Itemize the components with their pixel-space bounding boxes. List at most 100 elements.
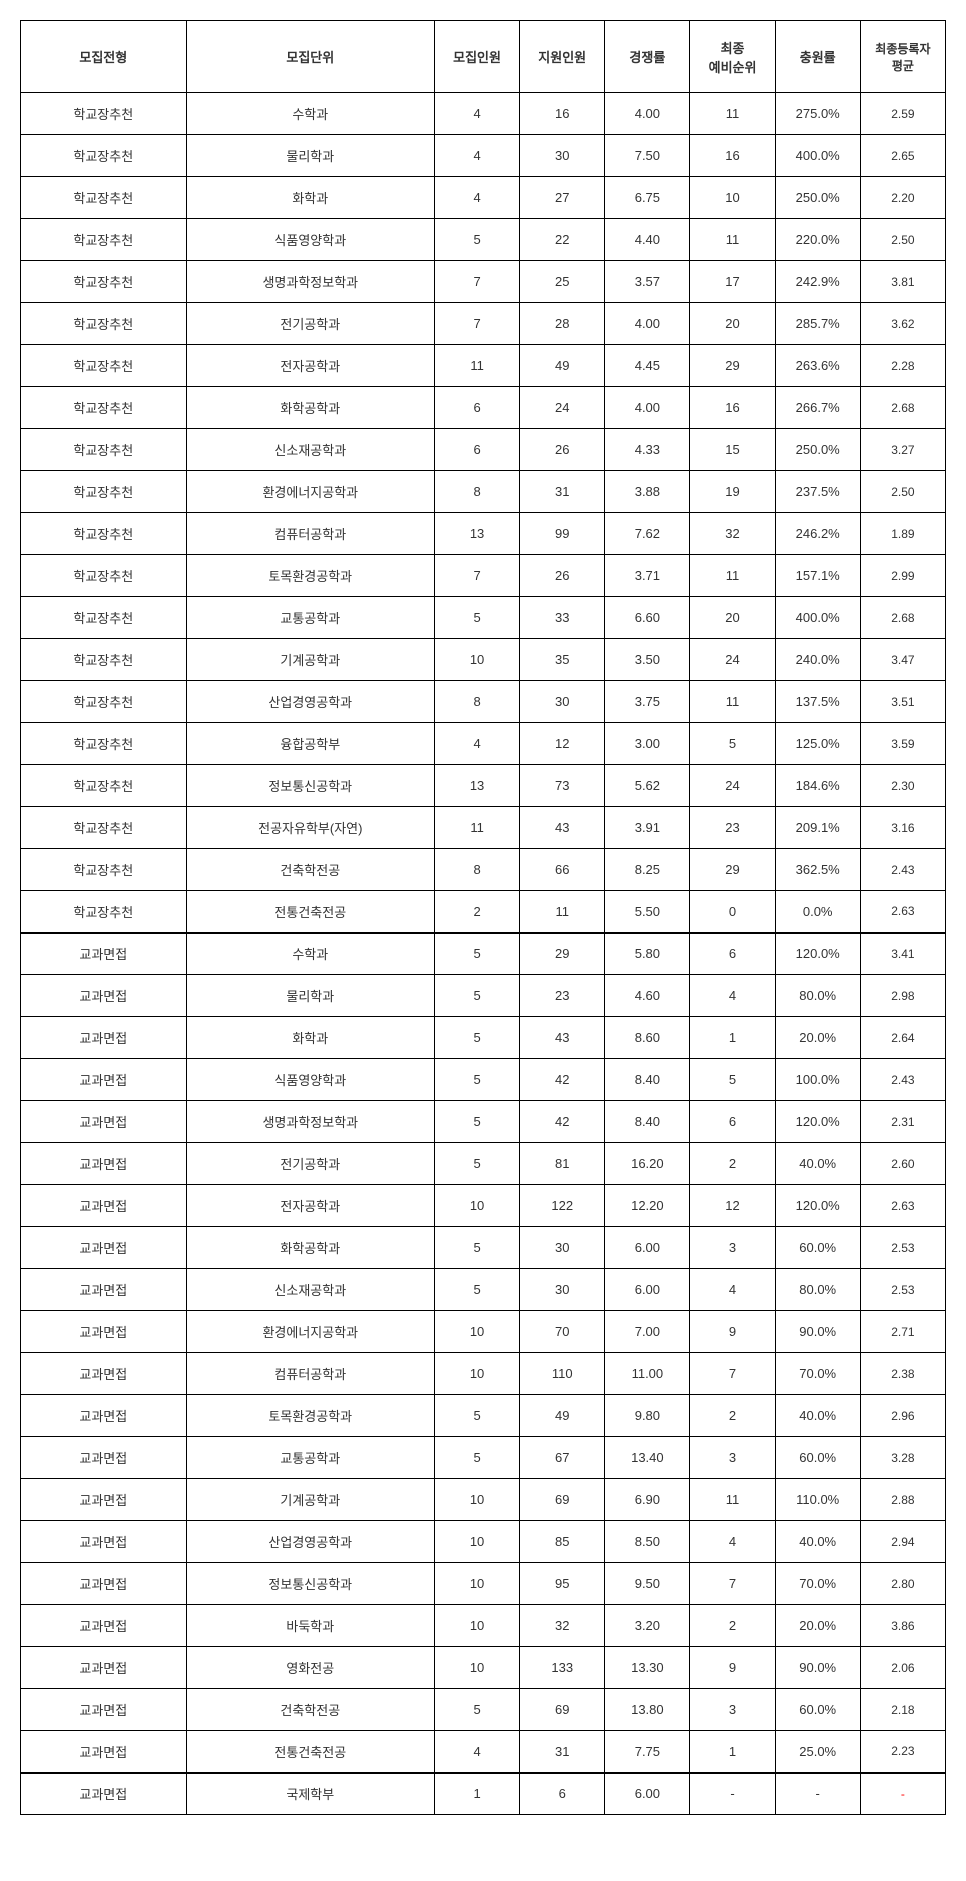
cell-type: 교과면접 [21,1101,187,1143]
cell-recruit: 1 [434,1773,519,1815]
cell-unit: 전통건축전공 [186,1731,434,1773]
cell-fill: 266.7% [775,387,860,429]
cell-fill: 157.1% [775,555,860,597]
cell-apply: 30 [520,681,605,723]
table-row: 교과면접영화전공1013313.30990.0%2.06 [21,1647,946,1689]
cell-fill: 275.0% [775,93,860,135]
cell-rank: 11 [690,555,775,597]
col-header-apply: 지원인원 [520,21,605,93]
table-row: 교과면접기계공학과10696.9011110.0%2.88 [21,1479,946,1521]
cell-apply: 6 [520,1773,605,1815]
cell-avg: 2.43 [860,1059,945,1101]
cell-recruit: 5 [434,975,519,1017]
cell-ratio: 3.88 [605,471,690,513]
cell-avg: 2.80 [860,1563,945,1605]
cell-type: 학교장추천 [21,345,187,387]
cell-ratio: 3.20 [605,1605,690,1647]
cell-recruit: 5 [434,1269,519,1311]
cell-fill: 60.0% [775,1689,860,1731]
cell-ratio: 16.20 [605,1143,690,1185]
cell-type: 학교장추천 [21,723,187,765]
table-row: 학교장추천화학과4276.7510250.0%2.20 [21,177,946,219]
cell-unit: 화학공학과 [186,1227,434,1269]
cell-fill: 400.0% [775,135,860,177]
cell-unit: 영화전공 [186,1647,434,1689]
cell-rank: 5 [690,723,775,765]
cell-recruit: 7 [434,555,519,597]
cell-type: 학교장추천 [21,135,187,177]
cell-apply: 133 [520,1647,605,1689]
table-row: 교과면접생명과학정보학과5428.406120.0%2.31 [21,1101,946,1143]
cell-rank: 3 [690,1437,775,1479]
cell-unit: 교통공학과 [186,1437,434,1479]
cell-ratio: 7.62 [605,513,690,555]
cell-unit: 기계공학과 [186,639,434,681]
table-row: 학교장추천전기공학과7284.0020285.7%3.62 [21,303,946,345]
cell-recruit: 10 [434,1563,519,1605]
table-row: 교과면접토목환경공학과5499.80240.0%2.96 [21,1395,946,1437]
cell-avg: 2.94 [860,1521,945,1563]
cell-avg: 2.31 [860,1101,945,1143]
cell-type: 교과면접 [21,1395,187,1437]
cell-ratio: 13.40 [605,1437,690,1479]
cell-type: 교과면접 [21,1017,187,1059]
table-row: 교과면접환경에너지공학과10707.00990.0%2.71 [21,1311,946,1353]
cell-unit: 화학과 [186,1017,434,1059]
cell-unit: 전기공학과 [186,1143,434,1185]
cell-recruit: 6 [434,429,519,471]
cell-avg: 2.88 [860,1479,945,1521]
cell-apply: 31 [520,1731,605,1773]
cell-fill: 20.0% [775,1605,860,1647]
cell-fill: - [775,1773,860,1815]
cell-type: 학교장추천 [21,555,187,597]
cell-apply: 85 [520,1521,605,1563]
cell-ratio: 7.50 [605,135,690,177]
cell-recruit: 4 [434,135,519,177]
table-row: 학교장추천환경에너지공학과8313.8819237.5%2.50 [21,471,946,513]
cell-type: 교과면접 [21,1479,187,1521]
cell-apply: 26 [520,429,605,471]
cell-apply: 42 [520,1101,605,1143]
table-row: 학교장추천교통공학과5336.6020400.0%2.68 [21,597,946,639]
cell-rank: 11 [690,219,775,261]
table-row: 교과면접교통공학과56713.40360.0%3.28 [21,1437,946,1479]
cell-type: 학교장추천 [21,513,187,555]
table-row: 학교장추천물리학과4307.5016400.0%2.65 [21,135,946,177]
cell-rank: 9 [690,1311,775,1353]
cell-avg: 2.43 [860,849,945,891]
cell-apply: 23 [520,975,605,1017]
cell-unit: 식품영양학과 [186,1059,434,1101]
cell-avg: 3.59 [860,723,945,765]
cell-apply: 122 [520,1185,605,1227]
cell-unit: 정보통신공학과 [186,1563,434,1605]
cell-type: 학교장추천 [21,219,187,261]
cell-recruit: 5 [434,1227,519,1269]
table-row: 학교장추천전자공학과11494.4529263.6%2.28 [21,345,946,387]
cell-rank: 17 [690,261,775,303]
table-row: 학교장추천수학과4164.0011275.0%2.59 [21,93,946,135]
cell-rank: 4 [690,1521,775,1563]
cell-rank: 29 [690,849,775,891]
table-row: 교과면접화학공학과5306.00360.0%2.53 [21,1227,946,1269]
table-row: 교과면접식품영양학과5428.405100.0%2.43 [21,1059,946,1101]
cell-ratio: 6.00 [605,1269,690,1311]
cell-apply: 99 [520,513,605,555]
cell-rank: 16 [690,387,775,429]
table-row: 학교장추천전통건축전공2115.5000.0%2.63 [21,891,946,933]
cell-avg: 3.62 [860,303,945,345]
cell-avg: 2.20 [860,177,945,219]
cell-ratio: 8.25 [605,849,690,891]
cell-fill: 237.5% [775,471,860,513]
cell-recruit: 10 [434,1647,519,1689]
cell-avg: 3.81 [860,261,945,303]
cell-recruit: 10 [434,1521,519,1563]
cell-unit: 기계공학과 [186,1479,434,1521]
cell-rank: 10 [690,177,775,219]
cell-unit: 생명과학정보학과 [186,261,434,303]
cell-avg: 2.98 [860,975,945,1017]
cell-type: 교과면접 [21,1185,187,1227]
col-header-recruit: 모집인원 [434,21,519,93]
cell-ratio: 3.00 [605,723,690,765]
cell-fill: 220.0% [775,219,860,261]
cell-avg: 2.99 [860,555,945,597]
